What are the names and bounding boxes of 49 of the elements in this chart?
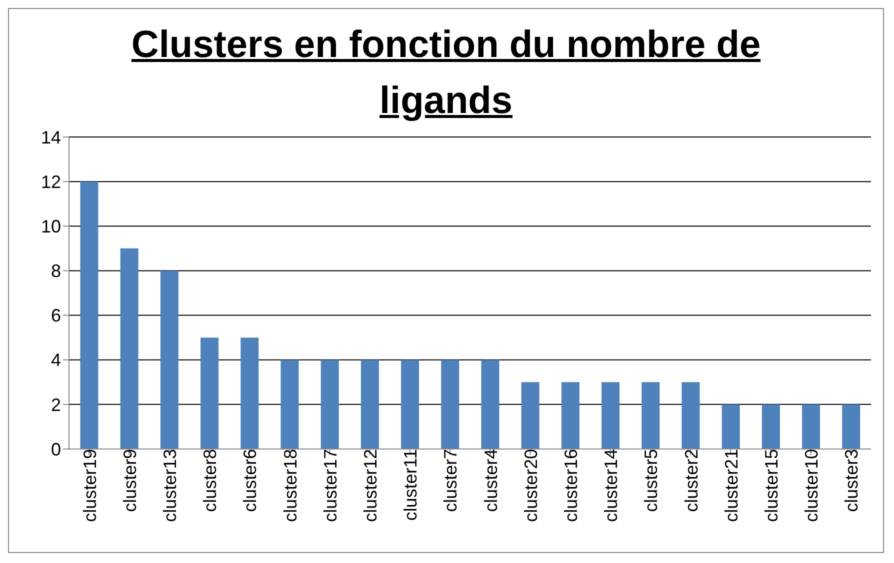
x-tick-label: cluster20 bbox=[520, 449, 541, 522]
bar bbox=[120, 248, 138, 449]
x-tick-label: cluster8 bbox=[200, 449, 220, 512]
bar bbox=[320, 360, 339, 449]
y-tick-label: 12 bbox=[40, 172, 61, 192]
x-tick-label: cluster10 bbox=[802, 449, 822, 522]
x-tick-label: cluster4 bbox=[480, 449, 501, 512]
x-tick-label: cluster12 bbox=[360, 449, 381, 522]
bar bbox=[802, 404, 820, 449]
x-tick-label: cluster6 bbox=[240, 449, 260, 512]
x-tick-label: cluster21 bbox=[721, 449, 742, 522]
bar bbox=[200, 338, 219, 449]
x-tick-label: cluster13 bbox=[160, 449, 180, 522]
x-tick-label: cluster16 bbox=[561, 449, 582, 522]
bar bbox=[762, 404, 780, 449]
x-tick-label: cluster19 bbox=[80, 449, 100, 522]
bar bbox=[842, 404, 860, 449]
x-tick-label: cluster17 bbox=[320, 449, 340, 522]
bar bbox=[481, 360, 500, 449]
x-tick-label: cluster3 bbox=[842, 449, 862, 512]
bar bbox=[642, 382, 660, 449]
x-tick-label: cluster9 bbox=[120, 449, 140, 512]
bar bbox=[80, 182, 98, 449]
chart-title: Clusters en fonction du nombre de ligands bbox=[130, 23, 762, 124]
x-tick-label: cluster2 bbox=[681, 449, 702, 512]
bar bbox=[441, 360, 460, 449]
bar bbox=[602, 382, 620, 449]
y-tick-label: 10 bbox=[40, 216, 61, 237]
x-tick-label: cluster5 bbox=[641, 449, 662, 512]
bar bbox=[280, 360, 299, 449]
bar bbox=[561, 382, 580, 449]
bar bbox=[682, 382, 700, 449]
bar bbox=[521, 382, 540, 449]
y-tick-label: 4 bbox=[50, 350, 61, 370]
bar bbox=[160, 270, 178, 449]
y-tick-label: 6 bbox=[50, 306, 61, 326]
x-tick-label: cluster11 bbox=[400, 449, 421, 521]
y-tick-label: 8 bbox=[50, 261, 61, 282]
bar bbox=[360, 360, 379, 449]
bar bbox=[401, 360, 420, 449]
y-tick-label: 14 bbox=[40, 127, 61, 148]
x-tick-label: cluster7 bbox=[440, 449, 461, 512]
x-tick-label: cluster15 bbox=[762, 449, 782, 522]
y-tick-label: 0 bbox=[50, 439, 61, 460]
x-tick-label: cluster14 bbox=[601, 449, 622, 522]
y-tick-label: 2 bbox=[50, 394, 61, 415]
bar bbox=[240, 338, 259, 449]
bar bbox=[722, 404, 740, 449]
x-tick-label: cluster18 bbox=[280, 449, 300, 522]
